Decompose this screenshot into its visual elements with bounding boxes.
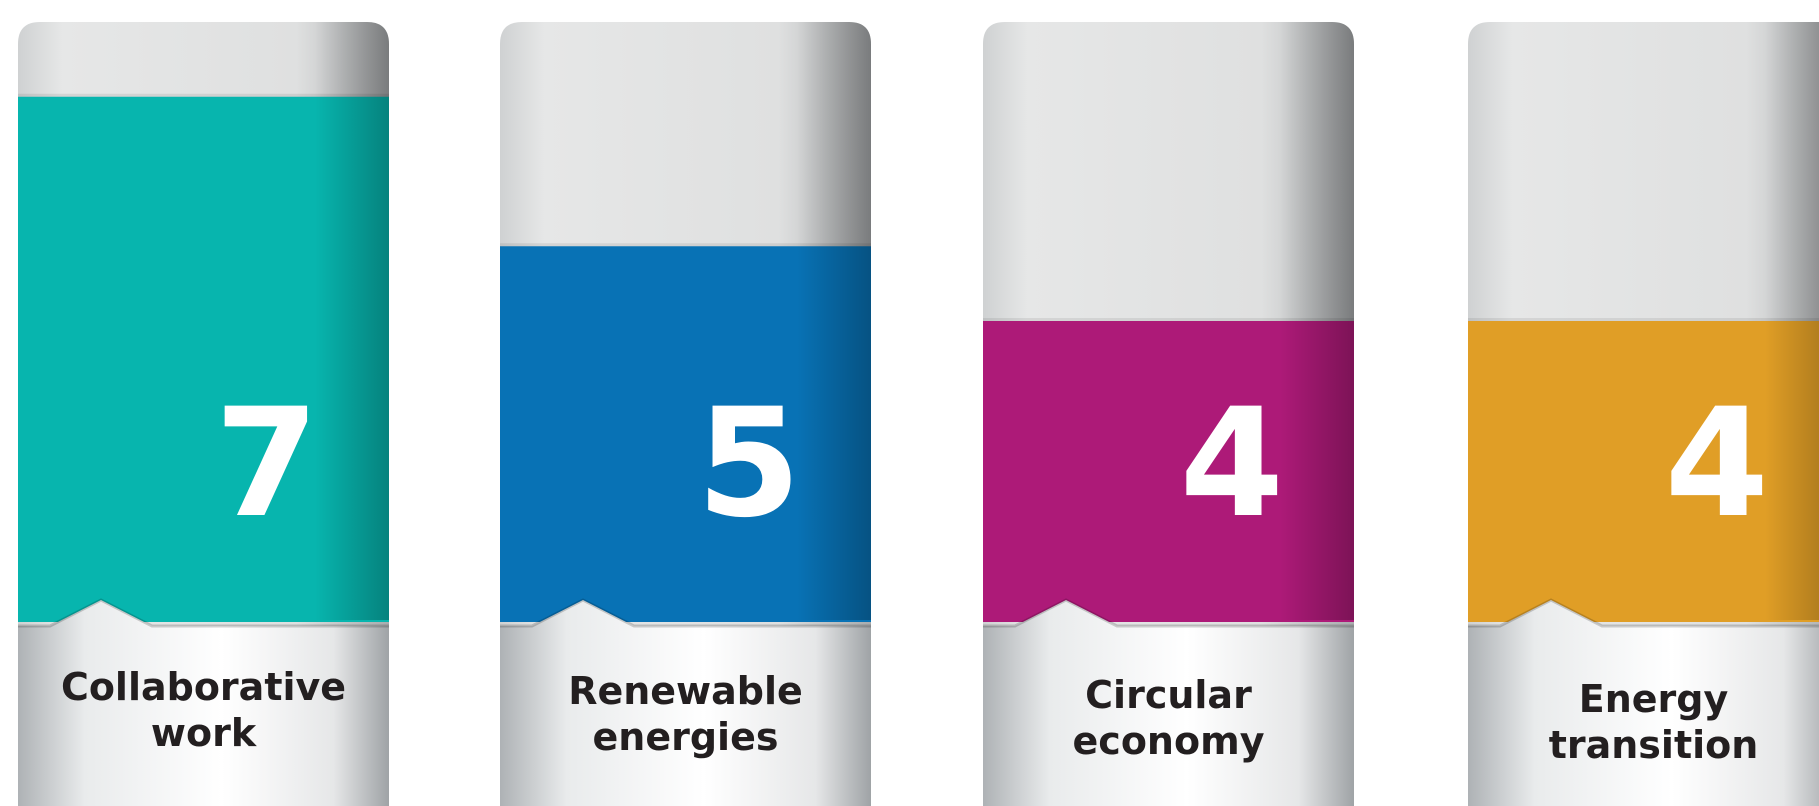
category-label: Energy transition [1549, 677, 1759, 767]
bars-layer: 7 Collaborative work 5 Renewable energies 4 Cir… [18, 22, 1819, 806]
category-label-line: energies [593, 715, 779, 759]
value-label: 5 [697, 377, 801, 551]
bar-base [983, 600, 1354, 806]
category-label-line: Circular [1085, 673, 1252, 717]
bar-base [1468, 600, 1819, 806]
category-label-line: transition [1549, 723, 1759, 767]
category-label: Circular economy [1073, 673, 1265, 763]
category-label-line: Collaborative [61, 665, 346, 709]
category-label: Collaborative work [61, 665, 346, 755]
category-label-line: economy [1073, 719, 1265, 763]
bar-edge-shade [1468, 22, 1819, 620]
bar-base [18, 600, 389, 806]
category-label-line: Renewable [568, 669, 803, 713]
value-label: 7 [215, 377, 319, 551]
bar-column-0: 7 Collaborative work [18, 22, 389, 806]
bar-base [500, 600, 871, 806]
bar-edge-shade [18, 22, 389, 620]
bar-edge-shade [983, 22, 1354, 620]
category-label-line: Energy [1579, 677, 1729, 721]
bar-column-2: 4 Circular economy [983, 22, 1354, 806]
value-label: 4 [1665, 377, 1769, 551]
bar-edge-shade [500, 22, 871, 620]
bar-column-3: 4 Energy transition [1468, 22, 1819, 806]
bar-column-1: 5 Renewable energies [500, 22, 871, 806]
category-label-line: work [151, 711, 257, 755]
category-label: Renewable energies [568, 669, 803, 759]
value-label: 4 [1180, 377, 1284, 551]
